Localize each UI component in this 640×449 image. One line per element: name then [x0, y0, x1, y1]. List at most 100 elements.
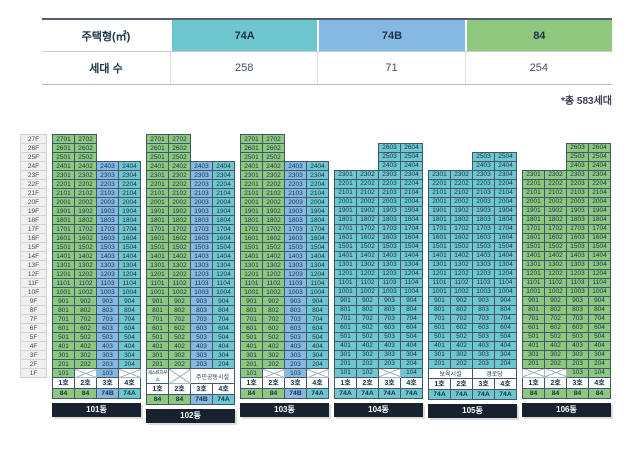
unit-cell: 604	[588, 322, 611, 333]
unit-cell: 1804	[306, 215, 329, 225]
unit-cell: 303	[284, 350, 307, 360]
unit-cell: 801	[52, 305, 75, 315]
unit-cell: 2404	[306, 161, 329, 171]
unit-cell: 502	[168, 332, 191, 342]
unit-cell: 904	[588, 295, 611, 306]
unit-cell: 703	[566, 313, 589, 324]
floor-label: 22F	[20, 179, 47, 189]
unit-cell: 403	[472, 340, 495, 351]
unit-cell: 1304	[400, 259, 423, 270]
floor-label: 6F	[20, 323, 47, 333]
unit-cell: 2404	[118, 161, 141, 171]
unit-cell: 1403	[190, 251, 213, 261]
floor-label-column: 27F 26F 25F 24F 23F 22F 21F 20F 19F 18F 17F 16F 15F 1…	[20, 134, 47, 378]
unit-cell: 1103	[190, 278, 213, 288]
unit-cell: 1901	[146, 206, 169, 216]
unit-cell: 2104	[212, 188, 235, 198]
unit-cell: 2001	[334, 196, 357, 207]
unit-cell: 2302	[168, 170, 191, 180]
unit-cell: 1401	[52, 251, 75, 261]
unit-cell: 1103	[566, 277, 589, 288]
unit-cell: 703	[96, 314, 119, 324]
empty-cell	[97, 135, 119, 144]
unit-cell: 1401	[522, 250, 545, 261]
unit-cell: 601	[522, 322, 545, 333]
unit-cell: 1903	[472, 205, 495, 216]
unit-cell: 2404	[400, 160, 423, 171]
building-102동: 2701 2702 2601 2602 2501 2502 2401 2402 2403 2404…	[146, 134, 235, 423]
unit-cell: 1104	[588, 277, 611, 288]
unit-cell: 903	[190, 296, 213, 306]
unit-cell: 1904	[400, 205, 423, 216]
unit-cell: 2202	[544, 178, 567, 189]
type-74b-header: 74B	[317, 20, 465, 51]
unit-cell: 402	[544, 340, 567, 351]
unit-cell: 2201	[240, 179, 263, 189]
unit-cell: 1304	[118, 260, 141, 270]
unit-cell: 2303	[566, 169, 589, 180]
unit-cell: 1003	[378, 286, 401, 297]
unit-cell: 502	[356, 331, 379, 342]
unit-cell: 2304	[118, 170, 141, 180]
ho-header-cell: 3호	[96, 377, 119, 389]
unit-cell: 202	[544, 358, 567, 369]
unit-cell: 303	[190, 350, 213, 360]
unit-cell: 904	[494, 295, 517, 306]
unit-cell: 2403	[284, 161, 307, 171]
unit-cell: 1103	[284, 278, 307, 288]
unit-cell: 2603	[566, 142, 589, 153]
unit-cell: 2101	[522, 187, 545, 198]
unit-cell: 1201	[146, 269, 169, 279]
unit-cell: 1404	[212, 251, 235, 261]
unit-cell: 1004	[494, 286, 517, 297]
unit-cell: 1703	[284, 224, 307, 234]
unit-cell: 1104	[212, 278, 235, 288]
unit-cell: 403	[190, 341, 213, 351]
unit-cell: 2501	[146, 152, 169, 162]
unit-cell: 2103	[190, 188, 213, 198]
unit-cell: 2001	[240, 197, 263, 207]
empty-cell	[545, 134, 567, 143]
unit-cell: 103	[96, 368, 119, 378]
unit-cell: 2603	[378, 142, 401, 153]
unit-cell: 2304	[212, 170, 235, 180]
unit-cell: 1202	[356, 268, 379, 279]
unit-cell: 901	[146, 296, 169, 306]
unit-cell: 1703	[566, 223, 589, 234]
floor-label: 20F	[20, 197, 47, 207]
unit-cell: 2103	[284, 188, 307, 198]
unit-cell: 504	[588, 331, 611, 342]
facility-cell: 주민공동시설	[190, 368, 235, 384]
type-84-count: 254	[464, 52, 612, 84]
unit-cell: 2102	[544, 187, 567, 198]
unit-type-cell: 84	[522, 387, 545, 399]
unit-cell: 2003	[96, 197, 119, 207]
unit-cell: 703	[284, 314, 307, 324]
empty-cell	[191, 153, 213, 162]
unit-cell: 1002	[450, 286, 473, 297]
ho-header-cell: 2호	[168, 383, 191, 395]
unit-type-cell: 84	[168, 394, 191, 405]
unit-cell: 1204	[212, 269, 235, 279]
unit-cell: 304	[494, 349, 517, 360]
unit-type-cell: 84	[146, 394, 169, 405]
unit-cell: 1702	[74, 224, 97, 234]
unit-cell: 1004	[118, 287, 141, 297]
unit-cell: 1503	[566, 241, 589, 252]
unit-cell: 702	[262, 314, 285, 324]
unit-cell: 1604	[118, 233, 141, 243]
unit-cell: 1303	[190, 260, 213, 270]
unit-cell: 2202	[74, 179, 97, 189]
empty-cell	[213, 135, 235, 144]
empty-cell	[307, 153, 329, 162]
ho-header-cell: 2호	[74, 377, 97, 389]
unit-cell: 2601	[240, 143, 263, 153]
excluded-cell	[262, 368, 285, 378]
unit-cell: 402	[262, 341, 285, 351]
unit-cell: 1701	[146, 224, 169, 234]
unit-cell: 2102	[168, 188, 191, 198]
unit-cell: 2202	[450, 178, 473, 189]
empty-cell	[119, 144, 141, 153]
unit-cell: 2303	[284, 170, 307, 180]
unit-type-cell: 84	[262, 388, 285, 399]
